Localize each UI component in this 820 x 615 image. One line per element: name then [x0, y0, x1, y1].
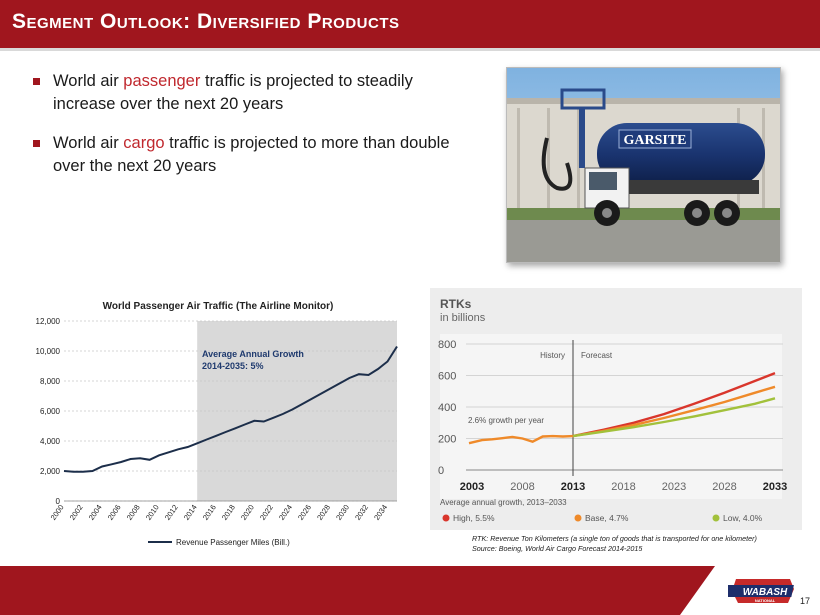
x-tick-label: 2008 [125, 503, 142, 522]
footnote-rtk-definition: RTK: Revenue Ton Kilometers (a single to… [472, 534, 757, 543]
logo-text: WABASH [743, 587, 788, 598]
forecast-label: Forecast [581, 351, 613, 360]
passenger-traffic-chart: World Passenger Air Traffic (The Airline… [22, 287, 410, 552]
rtk-legend-label: Base, 4.7% [585, 513, 629, 523]
rtk-y-tick-label: 400 [438, 402, 456, 414]
rtk-y-tick-label: 0 [438, 465, 444, 477]
footnote-source: Source: Boeing, World Air Cargo Forecast… [472, 544, 643, 553]
x-tick-label: 2032 [353, 503, 370, 522]
rtk-y-tick-label: 600 [438, 371, 456, 383]
x-tick-label: 2012 [163, 503, 180, 522]
bullet-highlight: cargo [123, 134, 165, 152]
rtk-x-tick-label: 2018 [611, 481, 635, 493]
rtk-x-tick-label: 2033 [763, 481, 787, 493]
y-tick-label: 12,000 [36, 317, 61, 326]
y-tick-label: 4,000 [40, 437, 61, 446]
legend-dot-icon [712, 514, 720, 522]
rtk-x-tick-label: 2008 [510, 481, 534, 493]
wabash-logo: WABASH NATIONAL [725, 575, 798, 607]
bullet-square-icon [33, 140, 40, 147]
chart-annotation-line2: 2014-2035: 5% [202, 361, 264, 371]
rtk-series-line [468, 434, 574, 445]
x-tick-label: 2006 [106, 503, 123, 522]
title-bar: Segment Outlook: Diversified Products [0, 0, 820, 48]
page-number: 17 [800, 596, 811, 606]
bullet-text-post: traffic is projected to steadily increas… [53, 72, 413, 113]
legend-dot-icon [442, 514, 450, 522]
x-tick-label: 2018 [220, 503, 237, 522]
rtk-x-tick-label: 2003 [460, 481, 484, 493]
rtk-series-line [572, 397, 776, 438]
bullet-text-post: traffic is projected to more than double… [53, 134, 450, 175]
chart-legend: Revenue Passenger Miles (Bill.) [176, 538, 290, 547]
bullet-list: World air passenger traffic is projected… [33, 70, 453, 194]
bullet-item: World air cargo traffic is projected to … [33, 132, 453, 178]
x-tick-label: 2002 [68, 503, 85, 522]
bullet-square-icon [33, 78, 40, 85]
rtk-chart: RTKs in billions 0 200 400 600 800 History For… [430, 288, 802, 530]
y-tick-label: 8,000 [40, 377, 61, 386]
rtk-legend-label: High, 5.5% [453, 513, 495, 523]
rtk-x-tick-label: 2023 [662, 481, 686, 493]
x-tick-label: 2010 [144, 503, 161, 522]
bullet-item: World air passenger traffic is projected… [33, 70, 453, 116]
chart-title: World Passenger Air Traffic (The Airline… [103, 301, 334, 312]
rtk-x-tick-label: 2013 [561, 481, 585, 493]
logo-subtext: NATIONAL [755, 598, 776, 603]
rtk-legend-label: Low, 4.0% [723, 513, 763, 523]
rtk-x-tick-label: 2028 [712, 481, 736, 493]
rtk-y-tick-label: 200 [438, 434, 456, 446]
history-label: History [540, 351, 565, 360]
x-tick-label: 2016 [201, 503, 218, 522]
x-tick-label: 2028 [315, 503, 332, 522]
rtk-title: RTKs [440, 297, 472, 311]
y-tick-label: 2,000 [40, 467, 61, 476]
x-tick-label: 2024 [277, 503, 294, 522]
fuel-truck-photo: GARSITE [506, 67, 781, 263]
footer-bar [0, 566, 820, 615]
title-divider [0, 48, 820, 51]
bullet-text-pre: World air [53, 72, 124, 90]
chart-annotation-line1: Average Annual Growth [202, 349, 304, 359]
footnote: RTK: Revenue Ton Kilometers (a single to… [472, 534, 757, 554]
x-tick-label: 2026 [296, 503, 313, 522]
x-tick-label: 2034 [372, 503, 389, 522]
x-tick-label: 2022 [258, 503, 275, 522]
rtk-series-line [572, 371, 776, 438]
truck-logo-text: GARSITE [623, 133, 686, 148]
rtk-subtitle: in billions [440, 312, 486, 324]
slide-title: Segment Outlook: Diversified Products [12, 10, 400, 33]
x-tick-label: 2014 [182, 503, 199, 522]
bullet-text-pre: World air [53, 134, 124, 152]
y-tick-label: 10,000 [36, 347, 61, 356]
rtk-avg-growth-label: Average annual growth, 2013–2033 [440, 498, 567, 507]
bullet-highlight: passenger [123, 72, 201, 90]
passenger-miles-line [63, 345, 398, 473]
x-tick-label: 2000 [49, 503, 66, 522]
growth-rate-label: 2.6% growth per year [468, 416, 544, 425]
x-tick-label: 2030 [334, 503, 351, 522]
rtk-y-tick-label: 800 [438, 339, 456, 351]
y-tick-label: 6,000 [40, 407, 61, 416]
y-tick-label: 0 [56, 497, 61, 506]
legend-dot-icon [574, 514, 582, 522]
x-tick-label: 2004 [87, 503, 104, 522]
x-tick-label: 2020 [239, 503, 256, 522]
